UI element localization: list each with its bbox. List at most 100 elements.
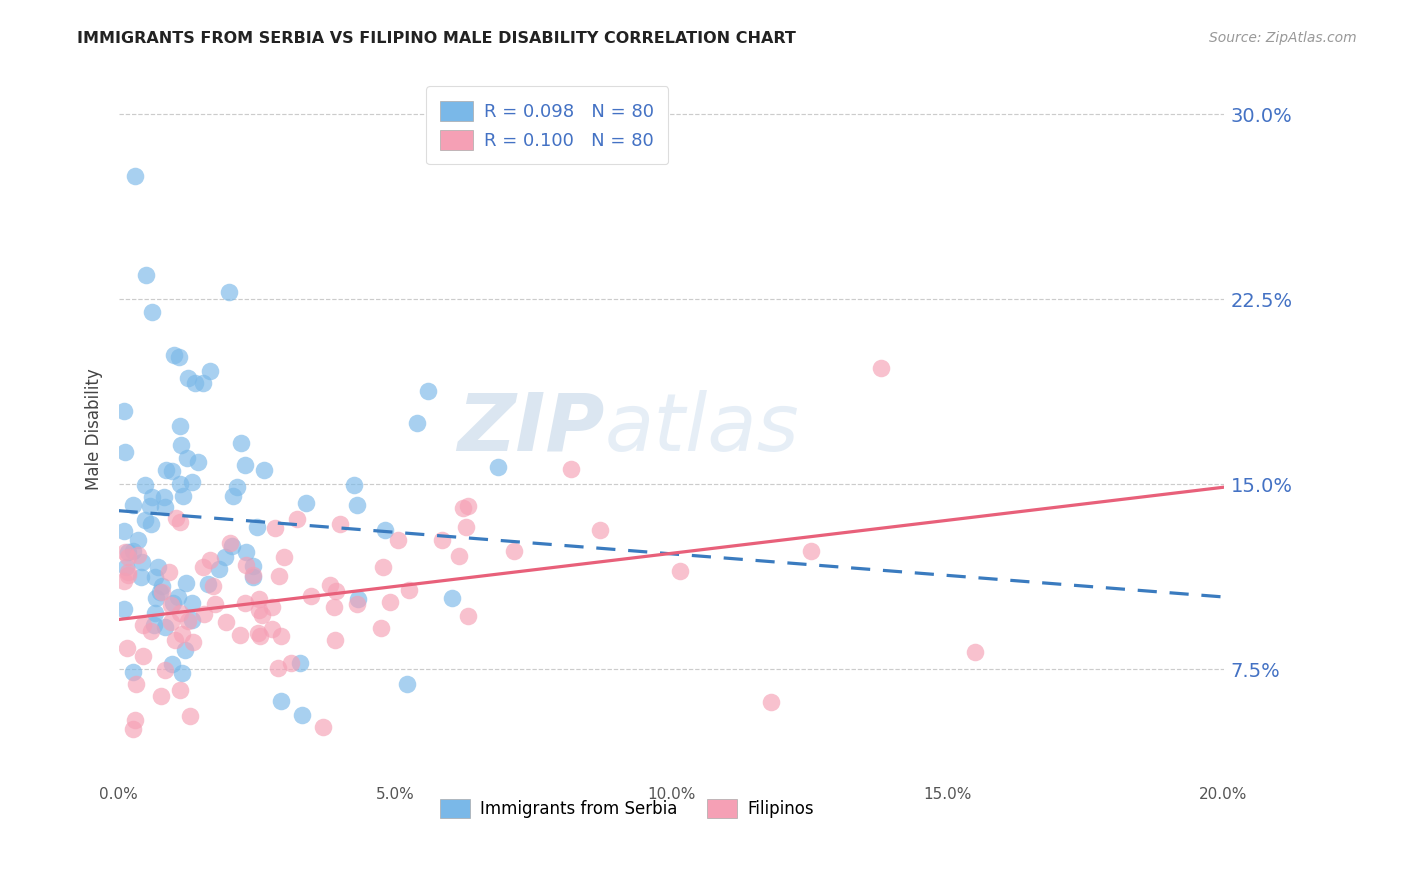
- Point: [146, 560, 169, 574]
- Point: [187, 455, 209, 469]
- Point: [149, 585, 172, 599]
- Point: [202, 579, 225, 593]
- Point: [800, 544, 823, 558]
- Point: [588, 523, 610, 537]
- Point: [139, 624, 162, 639]
- Point: [181, 596, 204, 610]
- Point: [169, 606, 191, 620]
- Point: [117, 568, 139, 582]
- Point: [150, 584, 173, 599]
- Point: [204, 597, 226, 611]
- Point: [122, 722, 145, 736]
- Point: [453, 501, 475, 516]
- Point: [167, 351, 190, 365]
- Point: [218, 285, 240, 300]
- Point: [155, 463, 177, 477]
- Point: [247, 602, 270, 616]
- Point: [387, 533, 409, 547]
- Point: [131, 570, 153, 584]
- Point: [169, 515, 191, 529]
- Point: [160, 598, 183, 612]
- Point: [197, 577, 219, 591]
- Point: [177, 614, 200, 628]
- Point: [346, 498, 368, 512]
- Point: [280, 656, 302, 670]
- Point: [295, 496, 318, 510]
- Point: [447, 549, 470, 564]
- Point: [141, 490, 163, 504]
- Point: [454, 520, 477, 534]
- Point: [250, 607, 273, 622]
- Point: [191, 376, 214, 391]
- Point: [669, 564, 692, 578]
- Point: [150, 689, 173, 703]
- Point: [153, 500, 176, 514]
- Point: [253, 463, 276, 477]
- Text: atlas: atlas: [605, 390, 800, 468]
- Point: [285, 512, 308, 526]
- Point: [396, 677, 419, 691]
- Point: [270, 694, 292, 708]
- Point: [181, 475, 204, 490]
- Point: [131, 555, 153, 569]
- Point: [125, 676, 148, 690]
- Point: [299, 589, 322, 603]
- Point: [221, 539, 243, 553]
- Point: [134, 477, 156, 491]
- Point: [226, 480, 249, 494]
- Point: [138, 499, 160, 513]
- Point: [198, 553, 221, 567]
- Point: [121, 544, 143, 558]
- Point: [440, 591, 463, 606]
- Point: [121, 498, 143, 512]
- Legend: Immigrants from Serbia, Filipinos: Immigrants from Serbia, Filipinos: [433, 793, 821, 825]
- Point: [273, 550, 295, 565]
- Point: [759, 695, 782, 709]
- Point: [139, 516, 162, 531]
- Point: [174, 575, 197, 590]
- Point: [267, 661, 290, 675]
- Point: [963, 645, 986, 659]
- Point: [346, 592, 368, 607]
- Point: [374, 523, 396, 537]
- Point: [246, 626, 269, 640]
- Point: [242, 567, 264, 582]
- Point: [127, 549, 149, 563]
- Point: [193, 560, 215, 574]
- Point: [193, 607, 215, 621]
- Point: [398, 583, 420, 598]
- Point: [141, 304, 163, 318]
- Point: [246, 520, 269, 534]
- Point: [262, 599, 284, 614]
- Point: [870, 361, 893, 376]
- Point: [222, 489, 245, 503]
- Point: [228, 628, 250, 642]
- Point: [143, 606, 166, 620]
- Point: [260, 622, 283, 636]
- Point: [112, 602, 135, 616]
- Point: [560, 462, 582, 476]
- Point: [323, 600, 346, 615]
- Point: [135, 268, 157, 282]
- Point: [157, 565, 180, 579]
- Point: [173, 643, 195, 657]
- Point: [198, 364, 221, 378]
- Point: [269, 569, 291, 583]
- Point: [112, 574, 135, 589]
- Point: [132, 649, 155, 664]
- Point: [179, 709, 201, 723]
- Point: [176, 450, 198, 465]
- Point: [346, 597, 368, 611]
- Point: [380, 595, 402, 609]
- Point: [235, 558, 257, 572]
- Point: [311, 720, 333, 734]
- Point: [112, 403, 135, 417]
- Text: Source: ZipAtlas.com: Source: ZipAtlas.com: [1209, 31, 1357, 45]
- Point: [172, 666, 194, 681]
- Point: [370, 621, 392, 635]
- Point: [242, 559, 264, 574]
- Point: [169, 418, 191, 433]
- Point: [172, 489, 194, 503]
- Point: [233, 596, 256, 610]
- Point: [319, 577, 342, 591]
